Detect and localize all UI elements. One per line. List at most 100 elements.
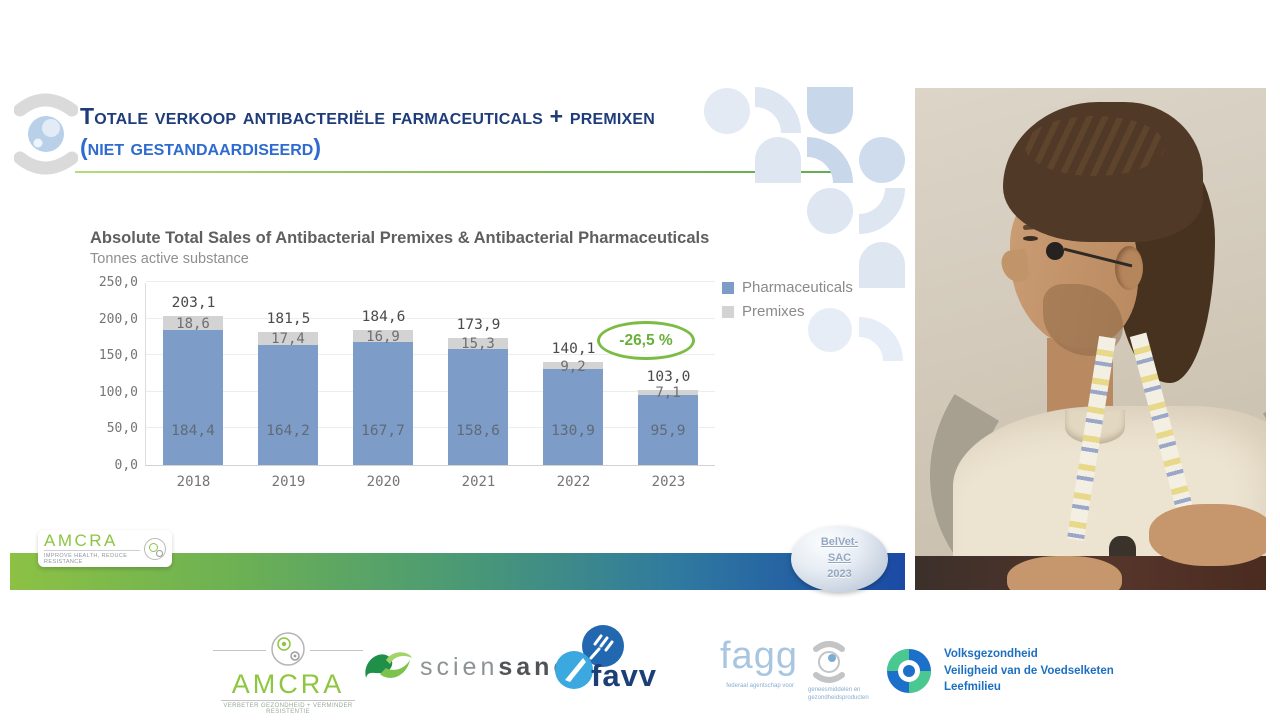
pharma-value-label: 167,7: [361, 423, 405, 439]
x-axis-label: 2018: [176, 474, 211, 490]
x-axis-label: 2020: [366, 474, 401, 490]
amcra-eye-mini-icon: [144, 537, 166, 560]
bar-group-2023: 103,0 7,1 95,9 2023: [621, 283, 716, 490]
bar-segment-pharmaceuticals: [353, 342, 413, 465]
title-underline: [75, 171, 832, 173]
amcra-footer-name: AMCRA: [44, 531, 118, 550]
bar-segment-premixes: [543, 362, 603, 370]
bar-total-label: 181,5: [266, 311, 311, 328]
x-axis-label: 2021: [461, 474, 496, 490]
pharma-value-label: 130,9: [551, 423, 595, 439]
bar-group-2018: 203,1 18,6 184,4 2018: [146, 283, 241, 490]
presenter-hand: [1149, 504, 1266, 566]
chart-plot: 0,0 50,0 100,0 150,0 200,0 250,0 203,1 18,6 184,…: [99, 275, 716, 490]
belvet-line3: 2023: [827, 567, 852, 580]
presenter-nose: [999, 248, 1031, 284]
logo-sciensano: sciensano: [362, 646, 573, 688]
bar-total-label: 140,1: [551, 341, 596, 358]
presenter-hair-highlight: [1025, 116, 1165, 176]
belvet-line2: SAC: [827, 552, 852, 565]
favv-logo-name: favv: [591, 658, 658, 693]
y-axis-tick: 100,0: [98, 384, 138, 400]
x-axis-label: 2022: [556, 474, 591, 490]
legend-swatch-premixes: [722, 305, 734, 318]
slide-title-line2: (niet gestandaardiseerd): [80, 134, 321, 160]
bar-segment-premixes: [353, 329, 413, 343]
bar-segment-premixes: [163, 316, 223, 331]
logo-favv: favv: [551, 624, 676, 696]
x-axis-label: 2019: [271, 474, 306, 490]
amcra-logo-name: AMCRA: [231, 669, 345, 699]
bar-total-label: 173,9: [456, 316, 501, 333]
pharma-value-label: 95,9: [650, 423, 686, 439]
gridline: [146, 427, 715, 429]
premix-value-label: 18,6: [176, 316, 210, 333]
amcra-logo-tagline: VERBETER GEZONDHEID + VERMINDER RESISTEN…: [223, 703, 353, 715]
premix-value-label: 17,4: [271, 331, 305, 348]
legend-item-premixes: Premixes: [722, 303, 853, 320]
bar-total-label: 203,1: [171, 295, 216, 312]
x-axis-label: 2023: [651, 474, 686, 490]
sciensano-leaf-icon: [365, 652, 412, 678]
pharma-value-label: 158,6: [456, 423, 500, 439]
slide-title-line1: Totale verkoop antibacteriële farmaceuti…: [80, 103, 656, 129]
divider: [44, 550, 140, 551]
chart-legend: Pharmaceuticals Premixes: [722, 279, 853, 327]
gridline: [146, 317, 715, 319]
premix-value-label: 15,3: [461, 336, 495, 353]
belvet-line1: BelVet-: [820, 536, 859, 549]
favv-fork-knife-icon: [555, 625, 624, 689]
divider: [213, 649, 266, 651]
presenter-hand: [1007, 556, 1122, 590]
premix-value-label: 7,1: [655, 385, 681, 402]
slide-title: Totale verkoop antibacteriële farmaceuti…: [80, 101, 730, 163]
health-logo-text: Volksgezondheid Veiligheid van de Voedse…: [944, 648, 1114, 694]
bar-total-label: 103,0: [646, 368, 691, 385]
bar-segment-pharmaceuticals: [258, 344, 318, 465]
pharma-value-label: 184,4: [171, 423, 215, 439]
gridline: [146, 354, 715, 356]
presenter-ear: [1115, 246, 1143, 290]
gridline: [146, 281, 715, 282]
gridline: [146, 390, 715, 392]
fagg-logo-name: fagg: [720, 635, 798, 677]
bar-group-2019: 181,5 17,4 164,2 2019: [241, 283, 336, 490]
amcra-footer-tagline: IMPROVE HEALTH, REDUCE RESISTANCE: [44, 553, 128, 565]
pharma-value-label: 164,2: [266, 423, 310, 439]
y-axis-tick: 150,0: [98, 348, 138, 364]
legend-swatch-pharmaceuticals: [722, 281, 734, 294]
chart-subtitle: Tonnes active substance: [90, 251, 249, 267]
bar-segment-pharmaceuticals: [638, 394, 698, 465]
y-axis-tick: 250,0: [98, 275, 138, 290]
chart-title: Absolute Total Sales of Antibacterial Pr…: [90, 229, 710, 247]
legend-item-pharmaceuticals: Pharmaceuticals: [722, 279, 853, 296]
legend-label: Premixes: [742, 303, 805, 320]
amcra-eye-icon: [14, 93, 78, 175]
bar-group-2020: 184,6 16,9 167,7 2020: [336, 283, 431, 490]
bar-segment-premixes: [448, 337, 508, 349]
legend-label: Pharmaceuticals: [742, 279, 853, 296]
fagg-eye-icon: [813, 641, 845, 683]
bar-group-2021: 173,9 15,3 158,6 2021: [431, 283, 526, 490]
bar-segment-pharmaceuticals: [448, 348, 508, 465]
sciensano-logo-name: sciensano: [420, 652, 573, 681]
fagg-sub-left: federaal agentschap voor: [726, 683, 794, 689]
bar-segment-pharmaceuticals: [163, 330, 223, 465]
presenter-eye: [1023, 236, 1038, 241]
presenter-video-feed: [915, 88, 1266, 590]
bar-group-2022: 140,1 9,2 130,9 2022: [526, 283, 621, 490]
bar-segment-pharmaceuticals: [543, 369, 603, 465]
decorative-shapes: [704, 87, 905, 361]
headset-mic-icon: [1046, 242, 1064, 260]
y-axis-tick: 50,0: [106, 421, 138, 437]
logo-fagg: fagg federaal agentschap voor geneesmidd…: [712, 633, 869, 703]
divider: [310, 649, 363, 651]
percent-change-annotation: -26,5 %: [597, 321, 695, 360]
amcra-circle-icon: [271, 632, 305, 666]
logo-volksgezondheid: Volksgezondheid Veiligheid van de Voedse…: [884, 646, 1114, 696]
health-pinwheel-icon: [887, 649, 931, 693]
y-axis-tick: 200,0: [98, 311, 138, 327]
premix-value-label: 16,9: [366, 329, 400, 346]
amcra-footer-logo: AMCRA IMPROVE HEALTH, REDUCE RESISTANCE: [38, 530, 172, 567]
